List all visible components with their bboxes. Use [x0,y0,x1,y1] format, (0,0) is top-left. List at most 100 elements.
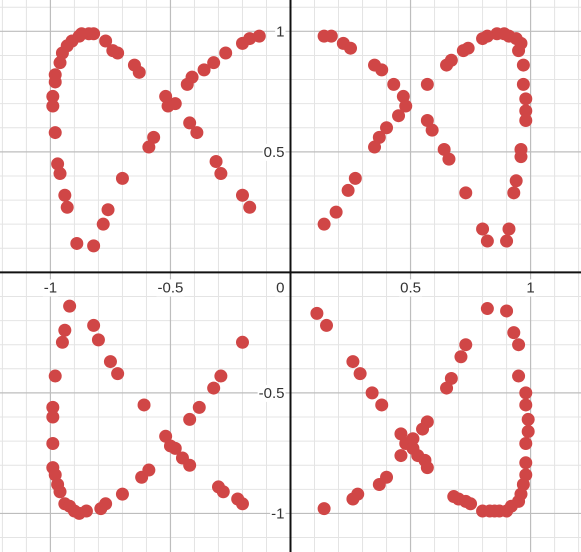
data-point [209,155,223,169]
data-point [320,318,334,332]
data-point [444,371,458,385]
data-point [168,441,182,455]
data-point [420,461,434,475]
data-point [70,236,84,250]
data-point [459,186,473,200]
data-point [235,36,249,50]
data-point [115,487,129,501]
x-tick-label: 0 [276,279,284,296]
data-point [509,174,523,188]
data-point [394,427,408,441]
data-point [507,326,521,340]
data-point [317,217,331,231]
data-point [516,58,530,72]
data-point [46,410,60,424]
data-point [216,485,230,499]
data-point [341,183,355,197]
x-tick-label-bg [42,279,59,297]
data-point [519,92,533,106]
y-tick-label-bg [257,384,286,402]
data-point [459,338,473,352]
data-point [142,140,156,154]
data-point [317,502,331,516]
data-point [519,104,533,118]
data-point [519,468,533,482]
data-point [344,41,358,55]
y-tick-label-bg [262,143,286,161]
data-point [516,77,530,91]
data-point [46,437,60,451]
data-point [87,239,101,253]
data-point [183,458,197,472]
x-tick-label-bg [399,279,422,297]
data-point [392,109,406,123]
data-point [519,114,533,128]
data-point [106,44,120,58]
data-point [476,32,490,46]
data-point [137,398,151,412]
x-tick-label: -1 [44,279,57,296]
data-point [48,369,62,383]
data-point [111,367,125,381]
data-point [159,429,173,443]
data-point [375,63,389,77]
data-point [180,77,194,91]
data-point [502,222,516,236]
data-point [480,302,494,316]
data-point [480,234,494,248]
data-point [219,46,233,60]
data-point [512,44,526,58]
data-points [46,27,535,520]
data-point [310,306,324,320]
data-point [214,167,228,181]
data-point [183,116,197,130]
data-point [142,463,156,477]
data-point [387,77,401,91]
x-tick-label-bg [275,279,286,297]
data-point [53,485,67,499]
data-point [48,126,62,140]
data-point [519,398,533,412]
data-point [87,318,101,332]
data-point [183,412,197,426]
data-point [346,355,360,369]
data-point [440,381,454,395]
data-point [442,152,456,166]
data-point [58,323,72,337]
data-point [55,335,69,349]
data-point [456,44,470,58]
data-point [63,299,77,313]
x-tick-label-bg [156,279,185,297]
data-point [372,478,386,492]
data-point [46,400,60,414]
y-tick-label: 0.5 [264,144,285,161]
data-point [190,126,204,140]
data-point [324,29,338,43]
data-point [512,369,526,383]
data-point [60,200,74,214]
data-point [521,424,535,438]
data-point [48,75,62,89]
data-point [207,56,221,70]
x-tick-label: 0.5 [400,279,421,296]
data-point [243,200,257,214]
y-tick-label-bg [275,23,286,41]
data-point [507,186,521,200]
data-point [521,412,535,426]
data-point [127,58,141,72]
data-point [500,234,514,248]
data-point [99,497,113,511]
data-point [420,77,434,91]
data-point [207,381,221,395]
y-tick-label-bg [270,505,286,523]
data-point [103,355,117,369]
data-point [53,56,67,70]
x-tick-label-bg [525,279,536,297]
data-point [394,449,408,463]
data-point [512,338,526,352]
data-point [464,497,478,511]
data-point [476,222,490,236]
data-point [437,142,451,156]
data-point [420,114,434,128]
